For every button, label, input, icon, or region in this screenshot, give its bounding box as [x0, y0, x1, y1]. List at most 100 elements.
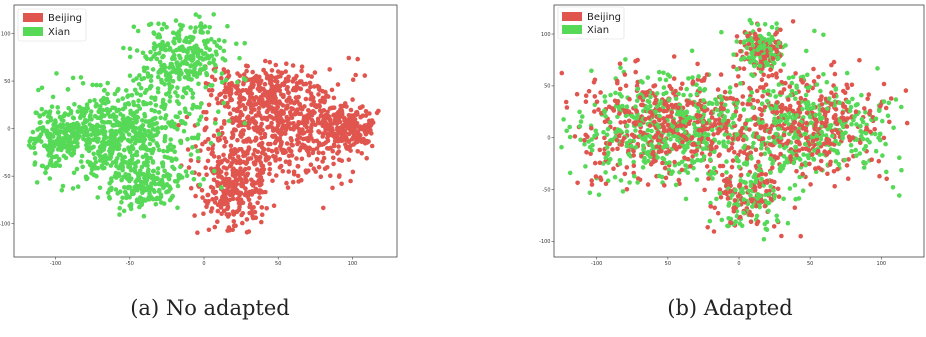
- scatter-point-xian: [187, 39, 192, 45]
- scatter-point-xian: [178, 118, 184, 124]
- scatter-point-beijing: [274, 107, 279, 112]
- scatter-point-xian: [641, 143, 646, 148]
- scatter-point-xian: [750, 38, 755, 44]
- scatter-point-beijing: [783, 80, 788, 86]
- scatter-point-beijing: [810, 152, 815, 157]
- scatter-point-beijing: [708, 146, 714, 152]
- scatter-point-xian: [128, 111, 133, 116]
- scatter-point-beijing: [311, 99, 317, 104]
- scatter-point-beijing: [691, 149, 697, 155]
- scatter-point-xian: [619, 94, 624, 99]
- scatter-point-xian: [668, 137, 673, 142]
- scatter-point-xian: [98, 82, 103, 88]
- scatter-point-xian: [789, 88, 795, 94]
- scatter-point-beijing: [584, 150, 589, 155]
- scatter-point-beijing: [206, 102, 212, 108]
- scatter-point-beijing: [835, 130, 841, 136]
- scatter-point-xian: [736, 158, 741, 164]
- scatter-point-beijing: [259, 219, 264, 225]
- scatter-point-xian: [773, 140, 778, 145]
- scatter-point-xian: [761, 88, 767, 94]
- scatter-point-xian: [193, 12, 199, 17]
- scatter-point-xian: [696, 140, 701, 146]
- scatter-point-xian: [156, 147, 162, 153]
- scatter-point-xian: [67, 146, 73, 152]
- scatter-point-beijing: [286, 146, 292, 152]
- scatter-point-xian: [66, 105, 71, 111]
- scatter-point-xian: [178, 140, 184, 146]
- scatter-point-beijing: [337, 129, 342, 135]
- scatter-point-beijing: [303, 96, 309, 102]
- scatter-point-xian: [193, 61, 198, 67]
- scatter-point-beijing: [804, 110, 810, 116]
- scatter-point-xian: [76, 129, 81, 135]
- scatter-point-beijing: [257, 195, 262, 200]
- scatter-point-xian: [694, 177, 700, 182]
- scatter-point-xian: [96, 109, 101, 115]
- scatter-point-xian: [744, 45, 750, 50]
- scatter-point-beijing: [796, 107, 801, 112]
- scatter-point-xian: [859, 92, 864, 98]
- scatter-point-beijing: [708, 111, 714, 116]
- scatter-point-beijing: [252, 209, 258, 215]
- scatter-point-xian: [631, 115, 636, 120]
- scatter-point-beijing: [213, 117, 218, 122]
- scatter-point-xian: [209, 37, 214, 42]
- scatter-point-xian: [849, 148, 854, 154]
- scatter-point-beijing: [244, 68, 249, 74]
- scatter-point-beijing: [680, 139, 685, 145]
- scatter-point-beijing: [260, 170, 266, 175]
- scatter-point-xian: [766, 135, 772, 141]
- scatter-point-beijing: [761, 72, 766, 78]
- scatter-point-beijing: [622, 119, 628, 125]
- scatter-point-beijing: [758, 152, 764, 157]
- scatter-point-xian: [169, 195, 174, 201]
- scatter-point-beijing: [583, 99, 589, 104]
- scatter-point-xian: [119, 160, 125, 166]
- scatter-point-beijing: [761, 85, 766, 91]
- scatter-point-beijing: [274, 87, 280, 92]
- scatter-point-xian: [187, 111, 192, 117]
- scatter-point-xian: [70, 131, 76, 136]
- scatter-point-beijing: [320, 131, 326, 137]
- scatter-point-beijing: [807, 161, 812, 167]
- scatter-point-beijing: [878, 104, 883, 109]
- scatter-point-xian: [117, 205, 122, 211]
- scatter-point-xian: [755, 22, 761, 28]
- scatter-point-xian: [242, 40, 247, 46]
- scatter-point-beijing: [246, 120, 251, 125]
- scatter-point-xian: [844, 70, 850, 76]
- scatter-point-xian: [84, 102, 90, 107]
- scatter-point-xian: [646, 158, 651, 164]
- scatter-point-xian: [877, 131, 883, 137]
- scatter-point-beijing: [256, 105, 262, 111]
- scatter-point-xian: [166, 189, 171, 194]
- scatter-point-xian: [646, 99, 652, 105]
- scatter-point-xian: [115, 88, 120, 93]
- scatter-point-xian: [77, 126, 82, 131]
- scatter-point-xian: [237, 55, 242, 61]
- scatter-point-beijing: [332, 135, 338, 140]
- scatter-point-xian: [129, 92, 135, 98]
- scatter-point-xian: [772, 116, 777, 122]
- scatter-point-beijing: [868, 129, 873, 135]
- scatter-point-beijing: [258, 101, 264, 106]
- scatter-point-xian: [73, 139, 78, 145]
- scatter-point-xian: [790, 74, 796, 80]
- scatter-point-beijing: [271, 203, 277, 208]
- scatter-point-beijing: [287, 121, 293, 126]
- scatter-point-xian: [776, 82, 782, 87]
- scatter-point-beijing: [689, 136, 694, 141]
- scatter-point-xian: [201, 176, 206, 182]
- scatter-point-xian: [613, 90, 618, 96]
- scatter-point-xian: [155, 170, 161, 176]
- scatter-point-xian: [741, 179, 747, 185]
- scatter-point-beijing: [314, 156, 320, 162]
- scatter-point-xian: [820, 115, 825, 121]
- scatter-point-xian: [817, 152, 823, 157]
- scatter-point-xian: [751, 140, 756, 146]
- scatter-point-beijing: [592, 109, 597, 114]
- scatter-point-beijing: [218, 91, 224, 97]
- scatter-point-xian: [760, 36, 765, 41]
